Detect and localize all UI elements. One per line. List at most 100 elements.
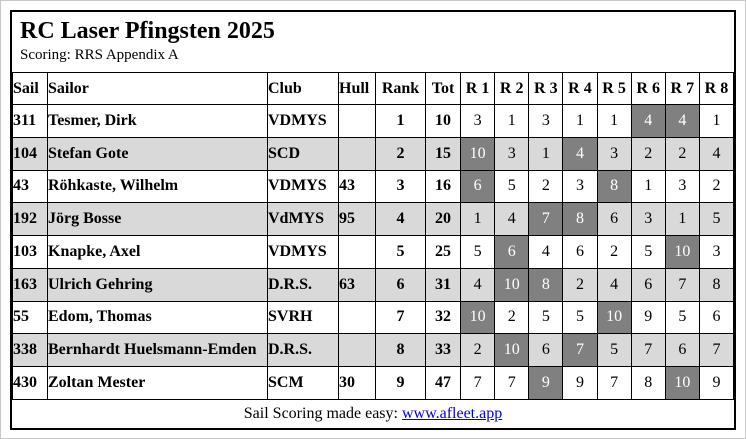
race-score-cell-r8: 4 <box>698 136 735 171</box>
race-score-cell-r4: 6 <box>562 235 598 269</box>
col-header-sailor: Sailor <box>47 72 268 105</box>
sailor-name-cell: Knapke, Axel <box>47 235 268 269</box>
race-score-cell-r6: 4 <box>630 104 666 138</box>
rank-cell: 1 <box>375 104 426 138</box>
race-score-cell-r1: 10 <box>459 300 496 335</box>
hull-cell <box>338 136 376 171</box>
hull-cell: 63 <box>338 267 376 302</box>
race-score-cell-r2: 4 <box>494 202 530 236</box>
club-cell: SVRH <box>267 300 339 335</box>
race-score-cell-r7: 5 <box>664 300 700 335</box>
race-score-cell-r8: 8 <box>698 267 735 302</box>
race-score-cell-r8: 3 <box>698 235 735 269</box>
race-score-cell-r7: 10 <box>664 366 700 400</box>
col-header-race-7: R 7 <box>664 72 700 105</box>
race-score-cell-r1: 1 <box>459 202 496 236</box>
rank-cell: 7 <box>375 300 426 335</box>
race-score-cell-r2: 5 <box>494 169 530 204</box>
title-block: RC Laser Pfingsten 2025 Scoring: RRS App… <box>12 12 734 72</box>
race-score-cell-r6: 1 <box>630 169 666 204</box>
club-cell: D.R.S. <box>267 333 339 367</box>
results-table: Sail Sailor Club Hull Rank Tot R 1 R 2 R… <box>12 72 735 428</box>
race-score-cell-r4: 5 <box>562 300 598 335</box>
race-score-cell-r7: 1 <box>664 202 700 236</box>
table-row: 104 Stefan Gote SCD 2 15 10 3 1 4 3 2 2 4 <box>12 136 735 171</box>
race-score-cell-r7: 2 <box>664 136 700 171</box>
race-score-cell-r2: 2 <box>494 300 530 335</box>
total-points-cell: 33 <box>425 333 461 367</box>
hull-cell: 95 <box>338 202 376 236</box>
page-title: RC Laser Pfingsten 2025 <box>20 18 275 44</box>
hull-cell <box>338 333 376 367</box>
total-points-cell: 15 <box>425 136 461 171</box>
race-score-cell-r4: 3 <box>562 169 598 204</box>
col-header-race-2: R 2 <box>494 72 530 105</box>
scoring-subtitle: Scoring: RRS Appendix A <box>20 46 179 63</box>
race-score-cell-r6: 2 <box>630 136 666 171</box>
afleet-link[interactable]: www.afleet.app <box>401 404 503 422</box>
hull-cell <box>338 235 376 269</box>
footer-text: Sail Scoring made easy: <box>243 404 402 422</box>
hull-cell <box>338 300 376 335</box>
total-points-cell: 31 <box>425 267 461 302</box>
race-score-cell-r6: 7 <box>630 333 666 367</box>
race-score-cell-r1: 3 <box>459 104 496 138</box>
sail-number-cell: 43 <box>12 169 48 204</box>
col-header-race-5: R 5 <box>596 72 632 105</box>
race-score-cell-r1: 5 <box>459 235 496 269</box>
sail-number-cell: 55 <box>12 300 48 335</box>
race-score-cell-r8: 1 <box>698 104 735 138</box>
sailor-name-cell: Edom, Thomas <box>47 300 268 335</box>
race-score-cell-r3: 5 <box>528 300 564 335</box>
race-score-cell-r6: 8 <box>630 366 666 400</box>
race-score-cell-r3: 4 <box>528 235 564 269</box>
club-cell: SCM <box>267 366 339 400</box>
race-score-cell-r5: 7 <box>596 366 632 400</box>
sail-number-cell: 192 <box>12 202 48 236</box>
table-row: 338 Bernhardt Huelsmann-Emden D.R.S. 8 3… <box>12 333 735 367</box>
club-cell: VDMYS <box>267 169 339 204</box>
hull-cell: 43 <box>338 169 376 204</box>
hull-cell: 30 <box>338 366 376 400</box>
race-score-cell-r1: 7 <box>459 366 496 400</box>
race-score-cell-r2: 3 <box>494 136 530 171</box>
race-score-cell-r6: 6 <box>630 267 666 302</box>
race-score-cell-r2: 6 <box>494 235 530 269</box>
race-score-cell-r5: 5 <box>596 333 632 367</box>
col-header-race-3: R 3 <box>528 72 564 105</box>
footer-row: Sail Scoring made easy: www.afleet.app <box>12 398 734 428</box>
results-header: Sail Sailor Club Hull Rank Tot R 1 R 2 R… <box>12 72 735 105</box>
race-score-cell-r4: 2 <box>562 267 598 302</box>
race-score-cell-r7: 3 <box>664 169 700 204</box>
club-cell: VdMYS <box>267 202 339 236</box>
race-score-cell-r2: 10 <box>494 333 530 367</box>
table-row: 55 Edom, Thomas SVRH 7 32 10 2 5 5 10 9 5 6 <box>12 300 735 335</box>
col-header-race-8: R 8 <box>698 72 735 105</box>
sail-number-cell: 103 <box>12 235 48 269</box>
rank-cell: 6 <box>375 267 426 302</box>
race-score-cell-r5: 10 <box>596 300 632 335</box>
sailor-name-cell: Stefan Gote <box>47 136 268 171</box>
table-row: 430 Zoltan Mester SCM 30 9 47 7 7 9 9 7 8 10 9 <box>12 366 735 400</box>
sailor-name-cell: Jörg Bosse <box>47 202 268 236</box>
col-header-race-6: R 6 <box>630 72 666 105</box>
col-header-tot: Tot <box>425 72 461 105</box>
race-score-cell-r7: 10 <box>664 235 700 269</box>
rank-cell: 3 <box>375 169 426 204</box>
col-header-rank: Rank <box>375 72 426 105</box>
footer-cell: Sail Scoring made easy: www.afleet.app <box>12 398 734 428</box>
race-score-cell-r5: 1 <box>596 104 632 138</box>
race-score-cell-r8: 6 <box>698 300 735 335</box>
sail-number-cell: 163 <box>12 267 48 302</box>
race-score-cell-r5: 4 <box>596 267 632 302</box>
race-score-cell-r3: 8 <box>528 267 564 302</box>
sail-number-cell: 104 <box>12 136 48 171</box>
race-score-cell-r5: 2 <box>596 235 632 269</box>
race-score-cell-r5: 8 <box>596 169 632 204</box>
total-points-cell: 25 <box>425 235 461 269</box>
race-score-cell-r8: 7 <box>698 333 735 367</box>
race-score-cell-r3: 9 <box>528 366 564 400</box>
